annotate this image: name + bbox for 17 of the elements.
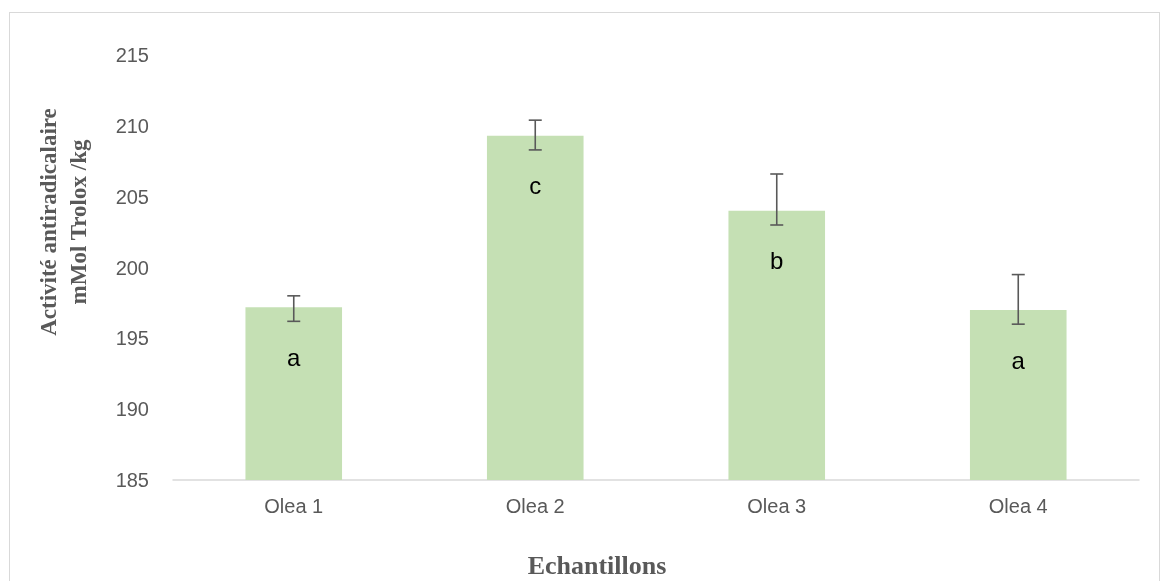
y-tick-label: 185 <box>115 469 149 491</box>
y-tick-label: 210 <box>115 114 149 137</box>
annotation: b <box>770 247 784 275</box>
annotation: a <box>287 343 302 371</box>
x-tick-label: Olea 1 <box>264 495 324 517</box>
x-tick-label: Olea 4 <box>988 495 1048 517</box>
annotation: a <box>1011 346 1026 374</box>
x-tick-label: Olea 2 <box>505 495 565 517</box>
x-axis-title: Echantillons <box>527 550 667 580</box>
y-tick-label: 205 <box>115 185 149 208</box>
x-tick-label: Olea 3 <box>747 495 807 517</box>
y-tick-label: 190 <box>115 398 149 421</box>
y-tick-label: 195 <box>115 327 149 350</box>
annotation: c <box>529 172 542 200</box>
y-axis-title: Activité antiradicalaire mMol Trolox /kg <box>35 108 91 336</box>
y-tick-label: 200 <box>115 256 149 279</box>
y-tick-label: 215 <box>115 44 149 66</box>
